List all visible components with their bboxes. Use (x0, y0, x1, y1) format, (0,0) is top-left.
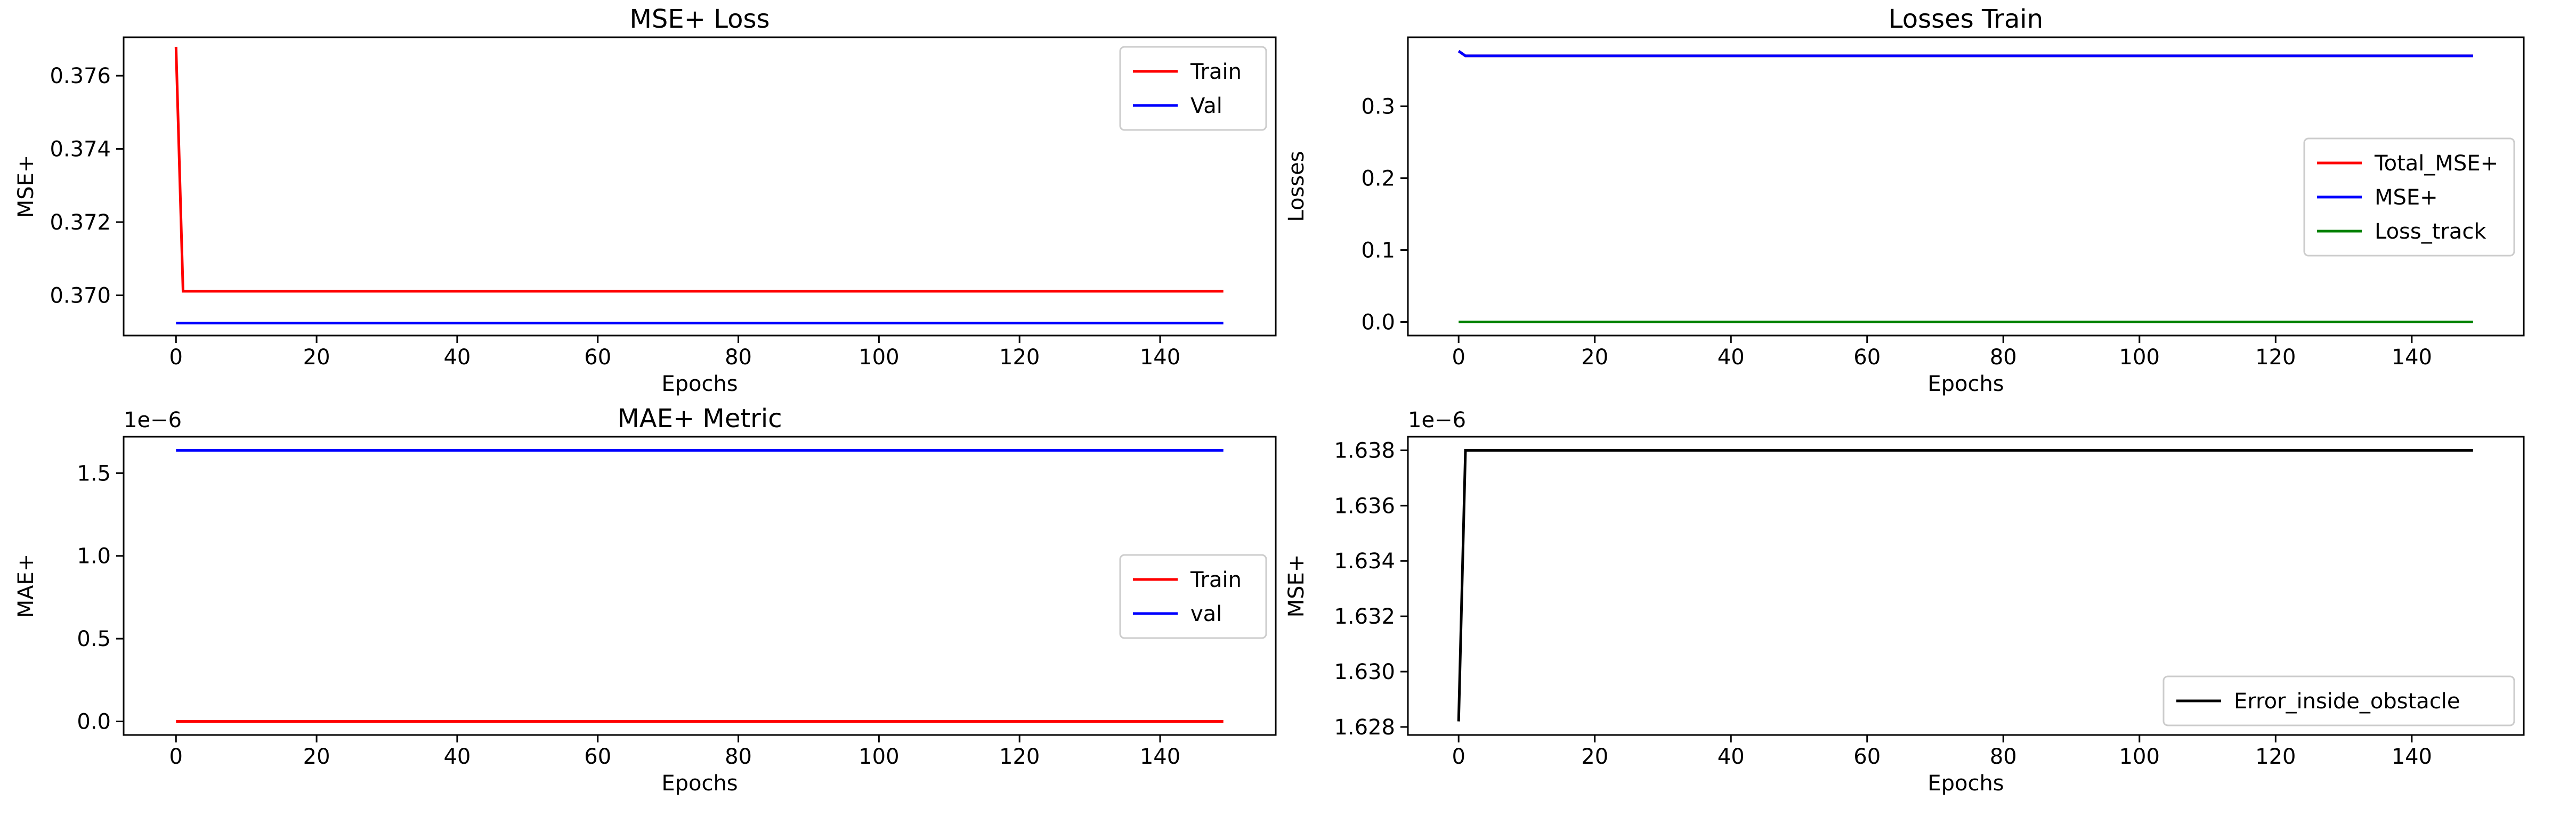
axes-frame (1407, 36, 2525, 337)
axes-frame (123, 36, 1277, 337)
legend-box (1119, 554, 1267, 639)
legend-label: Loss_track (2375, 219, 2486, 244)
x-tick-label: 0 (169, 745, 183, 769)
legend-box (2303, 137, 2515, 257)
x-tick-label: 60 (584, 745, 611, 769)
x-tick-label: 80 (725, 745, 752, 769)
y-tick-label: 0.372 (50, 210, 111, 235)
chart-title: MSE+ Loss (630, 4, 770, 34)
x-tick-label: 120 (999, 745, 1040, 769)
x-tick-label: 20 (303, 345, 330, 370)
x-tick-label: 100 (858, 745, 899, 769)
x-tick-label: 80 (725, 345, 752, 370)
x-axis-label: Epochs (1927, 372, 2004, 396)
y-tick-label: 0.374 (50, 137, 111, 162)
y-tick-label: 0.0 (1361, 310, 1395, 334)
legend-box (2162, 675, 2515, 726)
y-axis-label: Losses (1284, 151, 1309, 222)
legend: Train Val (1119, 46, 1267, 131)
chart-panel-3: 0 20 40 60 80 100 120 140 0.0 0.5 1.0 1.5 Epochs MAE+… (14, 404, 1277, 796)
chart-panel-1: 0 20 40 60 80 100 120 140 0.370 0.372 0.374 0.376 Ep… (14, 4, 1277, 396)
x-tick-label: 80 (1990, 345, 2017, 370)
y-axis-label: MSE+ (14, 155, 38, 218)
legend-box (1119, 46, 1267, 131)
x-tick-label: 20 (1581, 345, 1608, 370)
y-offset-label: 1e−6 (124, 408, 182, 432)
legend-label: Total_MSE+ (2374, 151, 2498, 176)
x-tick-label: 140 (1140, 345, 1180, 370)
y-offset-label: 1e−6 (1408, 408, 1466, 432)
x-tick-label: 40 (443, 745, 471, 769)
y-tick-label: 1.638 (1334, 438, 1395, 463)
y-tick-label: 1.634 (1334, 549, 1395, 574)
x-tick-label: 0 (169, 345, 183, 370)
x-tick-label: 60 (1853, 345, 1881, 370)
x-tick-label: 100 (2119, 745, 2160, 769)
x-tick-label: 0 (1452, 345, 1465, 370)
x-tick-label: 140 (2392, 745, 2432, 769)
series-line-mse- (1457, 50, 2473, 58)
x-axis-label: Epochs (1927, 771, 2004, 796)
x-tick-label: 20 (303, 745, 330, 769)
chart-panel-4: 0 20 40 60 80 100 120 140 1.628 1.630 1.632 1.634 1.… (1284, 408, 2525, 796)
y-tick-label: 1.628 (1334, 715, 1395, 740)
x-axis-label: Epochs (661, 771, 738, 796)
x-tick-label: 20 (1581, 745, 1608, 769)
y-axis-label: MAE+ (14, 554, 38, 618)
legend: Error_inside_obstacle (2162, 675, 2515, 726)
x-tick-label: 120 (2255, 345, 2296, 370)
legend: Total_MSE+ MSE+ Loss_track (2303, 137, 2515, 257)
legend-label: val (1190, 602, 1222, 626)
y-tick-label: 0.0 (77, 710, 111, 734)
x-tick-label: 100 (858, 345, 899, 370)
x-tick-label: 120 (999, 345, 1040, 370)
y-tick-label: 1.5 (77, 461, 111, 486)
y-tick-label: 0.370 (50, 283, 111, 308)
x-tick-label: 100 (2119, 345, 2160, 370)
legend-label: MSE+ (2375, 185, 2438, 210)
y-axis-label: MSE+ (1284, 554, 1309, 618)
legend-label: Train (1190, 60, 1242, 84)
y-tick-label: 1.0 (77, 544, 111, 569)
y-tick-label: 0.2 (1361, 167, 1395, 191)
chart-title: Losses Train (1889, 4, 2043, 34)
chart-panel-2: 0 20 40 60 80 100 120 140 0.0 0.1 0.2 0.3 Epochs Loss… (1284, 4, 2525, 396)
series-line-error-inside-obstacle (1457, 449, 2473, 722)
y-tick-label: 1.636 (1334, 494, 1395, 518)
legend-label: Train (1190, 568, 1242, 592)
y-tick-label: 1.632 (1334, 604, 1395, 629)
axes-frame (1407, 436, 2525, 736)
x-tick-label: 140 (1140, 745, 1180, 769)
x-axis-label: Epochs (661, 372, 738, 396)
x-tick-label: 120 (2255, 745, 2296, 769)
x-tick-label: 140 (2392, 345, 2432, 370)
legend-label: Error_inside_obstacle (2234, 689, 2460, 714)
y-tick-label: 0.1 (1361, 239, 1395, 263)
x-tick-label: 40 (443, 345, 471, 370)
legend-label: Val (1190, 94, 1222, 118)
x-tick-label: 0 (1452, 745, 1465, 769)
y-tick-label: 0.376 (50, 64, 111, 88)
x-tick-label: 40 (1718, 745, 1745, 769)
x-tick-label: 80 (1990, 745, 2017, 769)
y-tick-label: 0.3 (1361, 95, 1395, 119)
chart-title: MAE+ Metric (617, 404, 782, 434)
x-tick-label: 60 (584, 345, 611, 370)
series-line-train (174, 46, 1224, 293)
y-tick-label: 0.5 (77, 627, 111, 651)
x-tick-label: 60 (1853, 745, 1881, 769)
legend: Train val (1119, 554, 1267, 639)
y-tick-label: 1.630 (1334, 660, 1395, 684)
axes-frame (123, 436, 1277, 736)
x-tick-label: 40 (1718, 345, 1745, 370)
